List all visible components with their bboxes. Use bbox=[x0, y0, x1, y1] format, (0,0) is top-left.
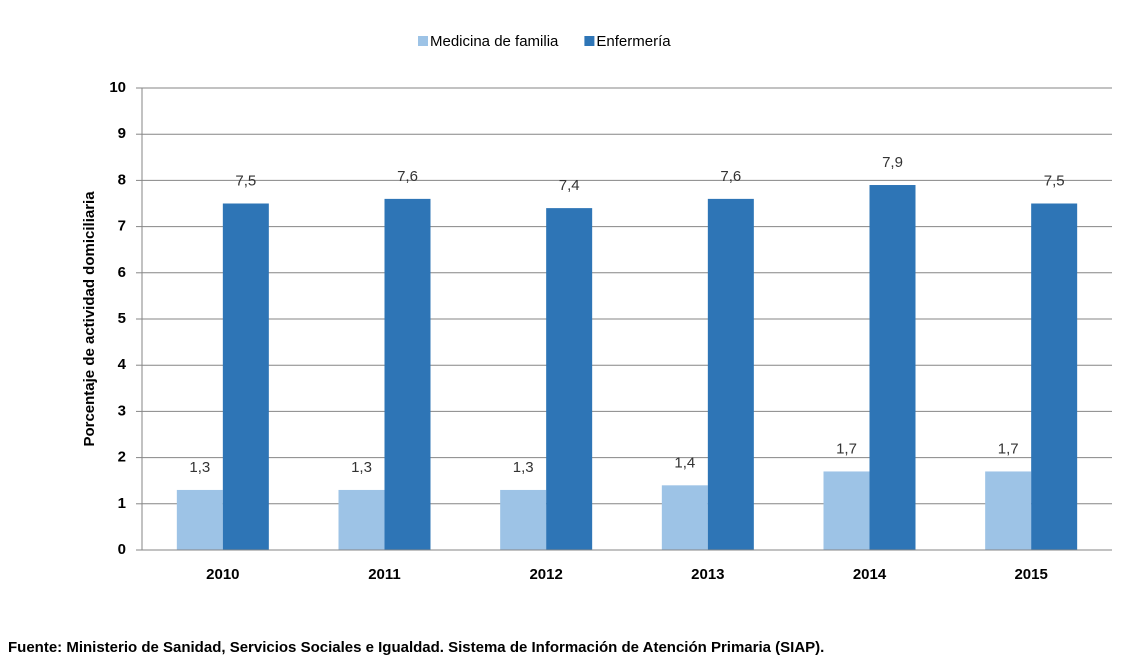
x-tick-label: 2011 bbox=[368, 566, 401, 583]
value-label: 1,3 bbox=[351, 459, 372, 476]
y-tick-label: 10 bbox=[109, 79, 126, 96]
bar bbox=[222, 203, 269, 550]
value-label: 7,9 bbox=[882, 154, 903, 171]
y-tick-label: 1 bbox=[118, 495, 126, 512]
bar bbox=[823, 471, 870, 550]
legend-swatch bbox=[584, 36, 595, 46]
y-tick-label: 4 bbox=[118, 356, 127, 373]
y-tick-label: 8 bbox=[118, 171, 126, 188]
x-tick-label: 2015 bbox=[1014, 566, 1047, 583]
bar bbox=[500, 489, 547, 550]
source-note: Fuente: Ministerio de Sanidad, Servicios… bbox=[8, 639, 824, 656]
bar bbox=[1031, 203, 1078, 550]
bar bbox=[384, 198, 431, 550]
value-label: 1,4 bbox=[674, 454, 695, 471]
value-label: 1,7 bbox=[998, 440, 1019, 457]
x-tick-label: 2013 bbox=[691, 566, 724, 583]
value-label: 7,5 bbox=[235, 172, 256, 189]
bar bbox=[176, 489, 223, 550]
y-tick-label: 6 bbox=[118, 264, 126, 281]
y-tick-label: 7 bbox=[118, 218, 126, 235]
legend-label: Enfermería bbox=[596, 33, 671, 50]
y-tick-label: 0 bbox=[118, 541, 126, 558]
bar bbox=[546, 208, 593, 550]
bar bbox=[338, 489, 385, 550]
legend-swatch bbox=[418, 36, 428, 46]
bar bbox=[707, 198, 754, 550]
x-tick-label: 2012 bbox=[529, 566, 562, 583]
y-tick-label: 5 bbox=[118, 310, 126, 327]
bar bbox=[985, 471, 1032, 550]
legend-label: Medicina de familia bbox=[430, 33, 559, 50]
y-axis-label: Porcentaje de actividad domiciliaria bbox=[81, 191, 98, 447]
bar bbox=[661, 485, 708, 550]
value-label: 7,5 bbox=[1044, 172, 1065, 189]
value-label: 1,3 bbox=[189, 459, 210, 476]
x-tick-label: 2014 bbox=[853, 566, 887, 583]
value-label: 7,6 bbox=[397, 168, 418, 185]
value-label: 1,7 bbox=[836, 440, 857, 457]
value-label: 7,4 bbox=[559, 177, 580, 194]
y-tick-label: 2 bbox=[118, 449, 126, 466]
value-label: 1,3 bbox=[513, 459, 534, 476]
y-tick-label: 3 bbox=[118, 402, 126, 419]
value-label: 7,6 bbox=[720, 168, 741, 185]
x-tick-label: 2010 bbox=[206, 566, 239, 583]
y-tick-label: 9 bbox=[118, 125, 126, 142]
bar bbox=[869, 185, 916, 550]
